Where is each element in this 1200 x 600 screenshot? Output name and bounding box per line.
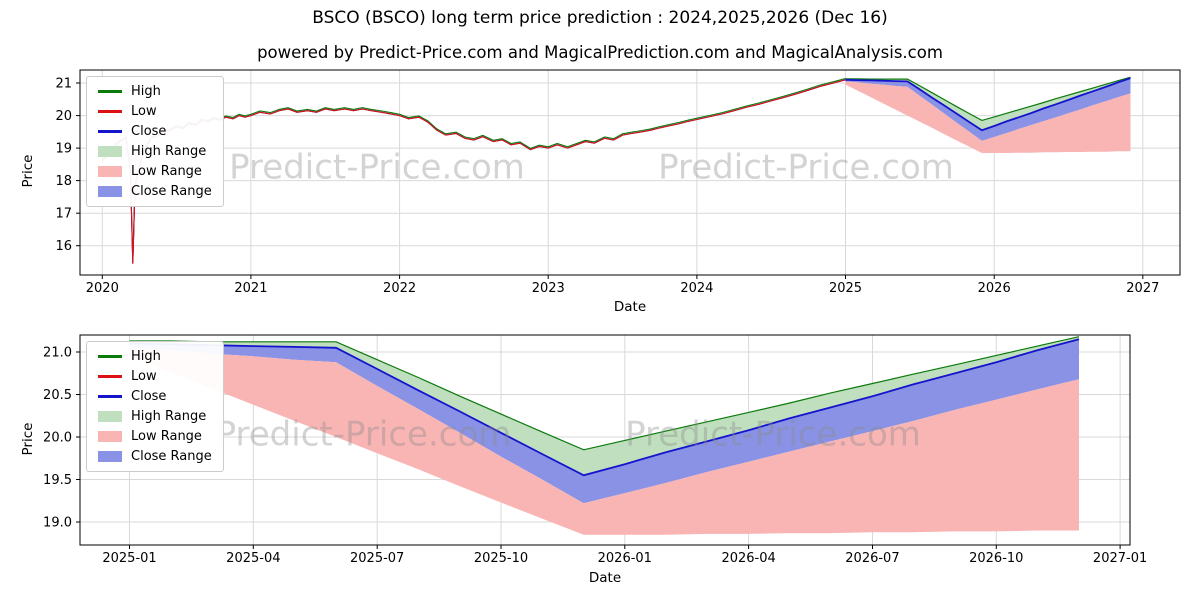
- x-tick-label: 2026-10: [969, 551, 1023, 566]
- forecast-close-line: [129, 338, 1080, 477]
- legend-label: High: [131, 84, 161, 99]
- legend-label: Close Range: [131, 184, 212, 199]
- legend-item-close-range: Close Range: [98, 184, 212, 199]
- x-tick-label: 2026: [978, 281, 1011, 296]
- x-tick-label: 2020: [86, 281, 119, 296]
- forecast-high-line: [129, 336, 1080, 451]
- legend-label: Low: [131, 369, 157, 384]
- forecast-close-line: [845, 77, 1131, 132]
- legend-line-swatch: [98, 90, 122, 93]
- high-range-band: [845, 77, 1131, 131]
- x-tick-label: 2026-04: [721, 551, 775, 566]
- x-tick-label: 2021: [234, 281, 267, 296]
- y-tick-label: 17: [55, 207, 72, 222]
- y-tick-label: 21.0: [43, 346, 72, 361]
- bottom-x-axis-label: Date: [588, 570, 622, 586]
- x-tick-label: 2026-07: [845, 551, 899, 566]
- y-tick-label: 20.0: [43, 431, 72, 446]
- legend-item-high: High: [98, 349, 212, 364]
- x-tick-label: 2027-01: [1093, 551, 1147, 566]
- legend-patch-swatch: [98, 411, 122, 422]
- legend-item-low-range: Low Range: [98, 429, 212, 444]
- x-tick-label: 2022: [383, 281, 416, 296]
- legend-item-high-range: High Range: [98, 144, 212, 159]
- legend-item-low: Low: [98, 104, 212, 119]
- top-y-axis-label: Price: [20, 154, 36, 188]
- legend-label: Low Range: [131, 164, 202, 179]
- watermark-text: Predict-Price.com: [658, 147, 954, 187]
- y-tick-label: 16: [55, 239, 72, 254]
- watermark-text: Predict-Price.com: [625, 415, 921, 455]
- legend-label: High Range: [131, 409, 207, 424]
- legend-label: Low: [131, 104, 157, 119]
- forecast-high-line: [845, 76, 1131, 122]
- page-subtitle: powered by Predict-Price.com and Magical…: [257, 43, 943, 62]
- legend-patch-swatch: [98, 186, 122, 197]
- y-tick-label: 20.5: [43, 388, 72, 403]
- legend-patch-swatch: [98, 431, 122, 442]
- legend-item-low-range: Low Range: [98, 164, 212, 179]
- legend-line-swatch: [98, 395, 122, 398]
- y-tick-label: 18: [55, 174, 72, 189]
- plot-border: [79, 69, 1181, 276]
- y-tick-label: 20: [55, 109, 72, 124]
- legend-label: High: [131, 349, 161, 364]
- x-tick-label: 2025-10: [474, 551, 528, 566]
- legend-line-swatch: [98, 110, 122, 113]
- y-tick-label: 19: [55, 142, 72, 157]
- legend-label: Close: [131, 389, 167, 404]
- legend-item-low: Low: [98, 369, 212, 384]
- legend-item-close: Close: [98, 389, 212, 404]
- watermark-text: Predict-Price.com: [216, 415, 512, 455]
- legend-item-close-range: Close Range: [98, 449, 212, 464]
- y-tick-label: 19.5: [43, 473, 72, 488]
- legend-patch-swatch: [98, 146, 122, 157]
- page-title: BSCO (BSCO) long term price prediction :…: [312, 8, 888, 28]
- legend-label: Close Range: [131, 449, 212, 464]
- legend-item-high: High: [98, 84, 212, 99]
- legend-label: High Range: [131, 144, 207, 159]
- x-tick-label: 2026-01: [598, 551, 652, 566]
- plot-border: [79, 334, 1131, 546]
- legend-item-close: Close: [98, 124, 212, 139]
- top-chart-legend: High Low Close High Range Low Range Close Ran…: [86, 76, 224, 207]
- y-tick-label: 19.0: [43, 516, 72, 531]
- x-tick-label: 2027: [1126, 281, 1159, 296]
- legend-patch-swatch: [98, 166, 122, 177]
- low-range-band: [129, 347, 1079, 535]
- high-range-band: [129, 336, 1079, 476]
- legend-line-swatch: [98, 130, 122, 133]
- bottom-y-axis-label: Price: [20, 422, 36, 456]
- x-tick-label: 2025-04: [226, 551, 280, 566]
- y-tick-label: 21: [55, 77, 72, 92]
- top-x-axis-label: Date: [613, 299, 647, 315]
- low-range-band: [845, 81, 1131, 153]
- x-tick-label: 2023: [532, 281, 565, 296]
- x-tick-label: 2025-01: [102, 551, 156, 566]
- watermark-text: Predict-Price.com: [229, 147, 525, 187]
- x-tick-label: 2024: [680, 281, 713, 296]
- legend-item-high-range: High Range: [98, 409, 212, 424]
- legend-label: Close: [131, 124, 167, 139]
- bottom-chart-legend: High Low Close High Range Low Range Close Ran…: [86, 341, 224, 472]
- x-tick-label: 2025: [829, 281, 862, 296]
- x-tick-label: 2025-07: [350, 551, 404, 566]
- legend-line-swatch: [98, 355, 122, 358]
- legend-patch-swatch: [98, 451, 122, 462]
- legend-line-swatch: [98, 375, 122, 378]
- legend-label: Low Range: [131, 429, 202, 444]
